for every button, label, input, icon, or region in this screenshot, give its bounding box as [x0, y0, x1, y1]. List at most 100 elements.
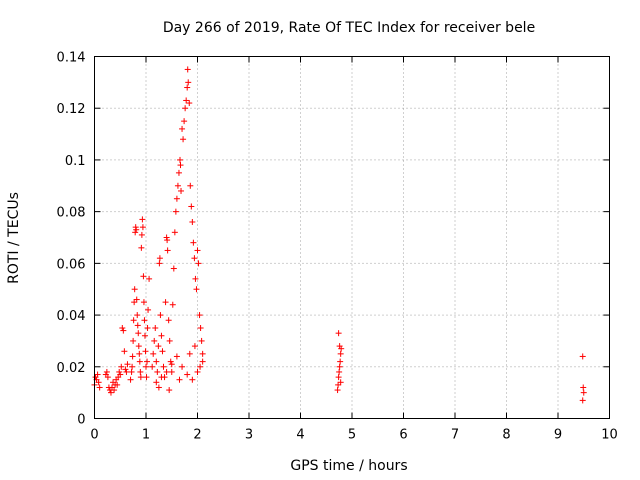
data-point	[197, 325, 204, 331]
data-point	[158, 374, 165, 381]
x-tick-label: 1	[142, 428, 150, 443]
data-point	[131, 286, 138, 293]
data-point	[181, 118, 188, 125]
data-point	[140, 299, 147, 306]
data-point	[136, 350, 143, 357]
data-point	[128, 368, 135, 375]
data-point	[187, 182, 194, 189]
data-point	[185, 79, 192, 86]
data-point	[166, 387, 173, 394]
data-point	[173, 353, 180, 360]
data-point	[158, 332, 165, 339]
data-point	[162, 299, 169, 306]
chart-title: Day 266 of 2019, Rate Of TEC Index for r…	[163, 20, 535, 36]
data-point	[107, 389, 114, 396]
data-point	[160, 363, 167, 370]
data-point	[336, 363, 343, 370]
data-point	[149, 363, 156, 370]
data-point	[174, 182, 181, 189]
data-point	[168, 361, 175, 368]
y-tick-label: 0	[77, 413, 85, 428]
data-point	[188, 203, 195, 210]
data-point	[131, 299, 138, 306]
data-point	[193, 286, 200, 293]
y-tick-label: 0.04	[57, 309, 86, 324]
data-points	[91, 66, 587, 404]
data-point	[156, 255, 163, 262]
data-point	[130, 317, 137, 324]
data-point	[336, 343, 343, 350]
data-point	[335, 381, 342, 388]
x-tick-label: 2	[193, 428, 201, 443]
data-point	[118, 363, 125, 370]
data-point	[127, 376, 134, 383]
data-point	[154, 368, 161, 375]
data-point	[141, 317, 148, 324]
data-point	[159, 348, 166, 355]
data-point	[176, 376, 183, 383]
data-point	[116, 368, 123, 375]
data-point	[157, 312, 164, 319]
data-point	[121, 348, 128, 355]
data-point	[114, 381, 121, 388]
x-tick-label: 4	[296, 428, 304, 443]
data-point	[337, 358, 344, 365]
data-point	[94, 371, 101, 378]
data-point	[120, 327, 127, 334]
data-point	[141, 332, 148, 339]
data-point	[178, 187, 185, 194]
y-tick-label: 0.14	[57, 51, 86, 66]
data-point	[132, 224, 139, 231]
data-point	[173, 195, 180, 202]
data-point	[140, 273, 147, 280]
data-point	[166, 337, 173, 344]
data-point	[179, 125, 186, 132]
data-point	[136, 358, 143, 365]
data-point	[579, 397, 586, 404]
data-point	[135, 343, 142, 350]
data-point	[130, 337, 137, 344]
data-point	[186, 350, 193, 357]
data-point	[129, 363, 136, 370]
data-point	[124, 361, 131, 368]
y-tick-label: 0.02	[57, 361, 86, 376]
data-point	[180, 136, 187, 143]
data-point	[579, 353, 586, 360]
data-point	[132, 229, 139, 236]
data-point	[165, 317, 172, 324]
data-point	[195, 260, 202, 267]
data-point	[134, 322, 141, 329]
grid-lines	[94, 56, 610, 419]
data-point	[189, 218, 196, 225]
data-point	[175, 169, 182, 176]
data-point	[152, 325, 159, 331]
data-point	[153, 379, 160, 386]
data-point	[168, 368, 175, 375]
data-point	[144, 358, 151, 365]
data-point	[191, 343, 198, 350]
data-point	[184, 371, 191, 378]
data-point	[176, 156, 183, 163]
data-point	[153, 358, 160, 365]
data-point	[135, 330, 142, 337]
data-point	[146, 275, 153, 282]
data-point	[163, 234, 170, 241]
data-point	[337, 379, 344, 386]
data-point	[196, 312, 203, 319]
data-point	[186, 100, 193, 107]
x-tick-label: 7	[451, 428, 459, 443]
data-point	[134, 312, 141, 319]
data-point	[119, 325, 126, 331]
data-point	[189, 376, 196, 383]
data-point	[190, 239, 197, 246]
data-point	[155, 343, 162, 350]
data-point	[580, 384, 587, 391]
x-tick-label: 6	[399, 428, 407, 443]
data-point	[122, 366, 129, 373]
x-tick-label: 5	[348, 428, 356, 443]
data-point	[137, 374, 144, 381]
data-point	[199, 350, 206, 357]
data-point	[143, 363, 149, 370]
x-tick-label: 10	[601, 428, 618, 443]
data-point	[164, 247, 171, 254]
